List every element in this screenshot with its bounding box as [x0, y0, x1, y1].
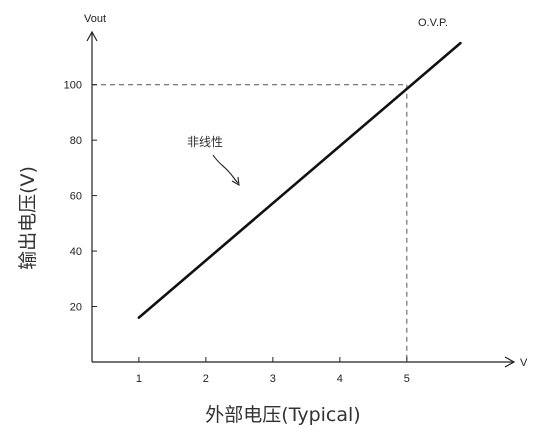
reference-lines [92, 84, 408, 362]
y-axis-unit-label: Vout [84, 13, 106, 25]
x-axis-arrowhead [504, 356, 516, 368]
plot-layer [92, 41, 462, 362]
y-tick-label: 40 [70, 246, 82, 258]
y-ticks: 20 40 60 80 100 [64, 80, 97, 314]
y-axis-title: 输出电压(V) [17, 166, 39, 270]
x-axis-unit-label: V [520, 357, 528, 369]
y-tick-label: 20 [70, 302, 82, 314]
ovp-label: O.V.P. [418, 17, 448, 29]
output-voltage-line [137, 41, 462, 319]
annotation-arrowhead [231, 176, 240, 187]
series-layer [137, 41, 462, 319]
annotation-arrow [212, 154, 239, 184]
x-ticks: 1 2 3 4 5 [136, 357, 410, 385]
x-tick-label: 2 [203, 373, 209, 385]
y-tick-label: 60 [70, 191, 82, 203]
x-tick-label: 3 [270, 373, 276, 385]
x-tick-label: 5 [404, 373, 410, 385]
y-tick-label: 100 [64, 80, 82, 92]
y-tick-label: 80 [70, 135, 82, 147]
y-axis-arrowhead [86, 30, 98, 42]
x-tick-label: 4 [337, 373, 343, 385]
nonlinear-annotation: 非线性 [187, 135, 223, 149]
x-axis-title: 外部电压(Typical) [205, 404, 360, 426]
x-tick-label: 1 [136, 373, 142, 385]
